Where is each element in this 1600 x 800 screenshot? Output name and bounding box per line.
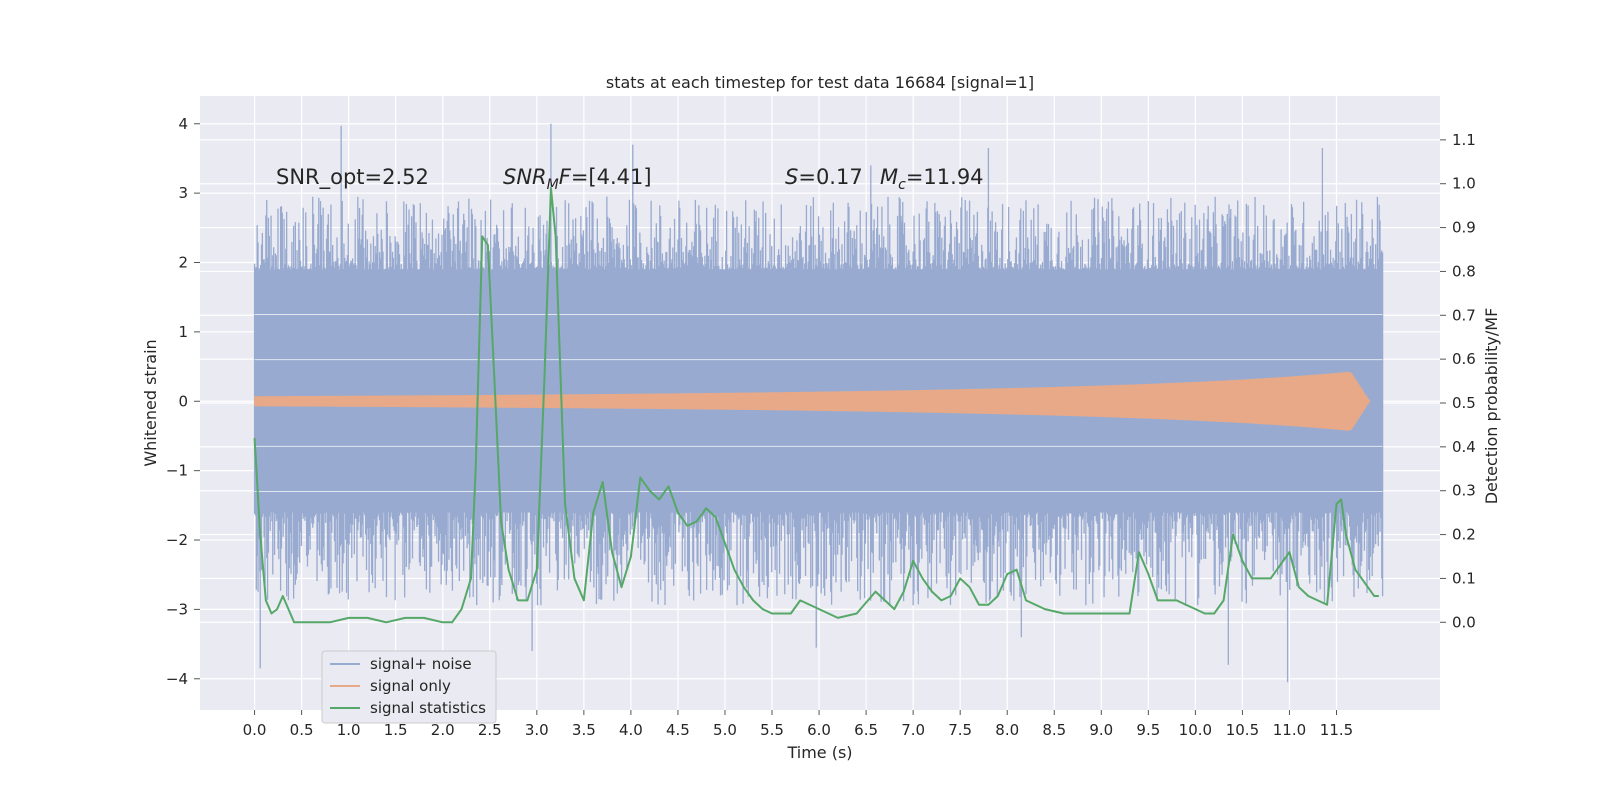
x-tick-label: 2.5: [478, 721, 502, 739]
y-tick-label: 2: [178, 254, 188, 272]
legend-label-signal-only: signal only: [370, 677, 451, 695]
y-tick-label: 4: [178, 115, 188, 133]
y-right-axis-label: Detection probability/MF: [1482, 308, 1501, 505]
x-tick-label: 1.0: [337, 721, 361, 739]
x-tick-label: 0.0: [243, 721, 267, 739]
x-tick-label: 8.0: [995, 721, 1019, 739]
x-tick-label: 4.0: [619, 721, 643, 739]
y-tick-label: −3: [166, 600, 188, 618]
x-axis-label: Time (s): [786, 743, 852, 762]
y-right-tick-label: 1.0: [1452, 175, 1476, 193]
y-axis-ticks: −4 −3 −2 −1 0 1 2 3 4: [166, 115, 200, 688]
y-tick-label: 1: [178, 323, 188, 341]
x-tick-label: 11.0: [1273, 721, 1306, 739]
x-tick-label: 10.0: [1179, 721, 1212, 739]
y-right-tick-label: 1.1: [1452, 131, 1476, 149]
y-right-axis-ticks: 0.0 0.1 0.2 0.3 0.4 0.5 0.6 0.7 0.8 0.9 1.0 1.1: [1440, 131, 1476, 631]
x-tick-label: 11.5: [1320, 721, 1353, 739]
y-right-tick-label: 0.0: [1452, 613, 1476, 631]
x-tick-label: 1.5: [384, 721, 408, 739]
x-axis-ticks: 0.0 0.5 1.0 1.5 2.0 2.5 3.0 3.5 4.0 4.5 5.0 5.5 6.0 6…: [243, 710, 1353, 739]
x-tick-label: 3.5: [572, 721, 596, 739]
y-tick-label: −2: [166, 531, 188, 549]
y-right-tick-label: 0.8: [1452, 262, 1476, 280]
legend-label-signal-noise: signal+ noise: [370, 655, 472, 673]
y-right-tick-label: 0.9: [1452, 219, 1476, 237]
y-right-tick-label: 0.7: [1452, 306, 1476, 324]
legend-label-signal-statistics: signal statistics: [370, 699, 486, 717]
chirp-envelope: [254, 371, 1370, 431]
x-tick-label: 0.5: [290, 721, 314, 739]
x-tick-label: 7.0: [901, 721, 925, 739]
annotation-snr-opt: SNR_opt=2.52: [276, 165, 429, 190]
y-tick-label: 0: [178, 392, 188, 410]
y-right-tick-label: 0.2: [1452, 526, 1476, 544]
x-tick-label: 5.5: [760, 721, 784, 739]
x-tick-label: 7.5: [948, 721, 972, 739]
annotation-snr-mf: SNRMF=[4.41]: [503, 165, 652, 193]
y-right-tick-label: 0.1: [1452, 569, 1476, 587]
annotation-s: S=0.17: [785, 165, 863, 189]
x-tick-label: 9.5: [1136, 721, 1160, 739]
legend: signal+ noise signal only signal statist…: [321, 650, 497, 724]
x-tick-label: 6.0: [807, 721, 831, 739]
signal-only-series: [254, 371, 1370, 431]
y-right-tick-label: 0.6: [1452, 350, 1476, 368]
chart-title: stats at each timestep for test data 166…: [606, 73, 1034, 92]
y-tick-label: 3: [178, 184, 188, 202]
x-tick-label: 5.0: [713, 721, 737, 739]
legend-box: [321, 650, 497, 724]
statistics-line: [253, 187, 1379, 624]
annotation-mc: Mc=11.94: [880, 165, 984, 193]
y-tick-label: −4: [166, 670, 188, 688]
x-tick-label: 3.0: [525, 721, 549, 739]
x-tick-label: 6.5: [854, 721, 878, 739]
y-axis-label: Whitened strain: [141, 339, 160, 466]
y-right-tick-label: 0.3: [1452, 482, 1476, 500]
y-right-tick-label: 0.5: [1452, 394, 1476, 412]
y-tick-label: −1: [166, 462, 188, 480]
y-right-tick-label: 0.4: [1452, 438, 1476, 456]
x-tick-label: 8.5: [1042, 721, 1066, 739]
x-tick-label: 10.5: [1226, 721, 1259, 739]
x-tick-label: 9.0: [1089, 721, 1113, 739]
x-tick-label: 4.5: [666, 721, 690, 739]
x-tick-label: 2.0: [431, 721, 455, 739]
signal-statistics-series: [253, 187, 1379, 624]
